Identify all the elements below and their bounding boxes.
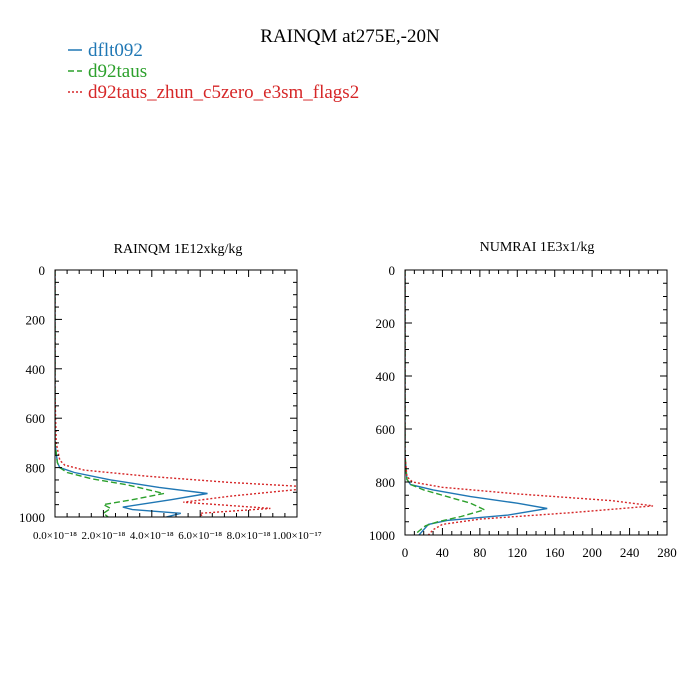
x-tick-label: 0 (402, 545, 409, 560)
panel-title: NUMRAI 1E3x1/kg (480, 240, 595, 255)
x-tick-label: 160 (545, 545, 565, 560)
series-group (405, 270, 654, 535)
x-tick-label: 1.00×10⁻¹⁷ (272, 530, 322, 542)
figure-title: RAINQM at275E,-20N (260, 26, 440, 47)
x-tick-label: 240 (620, 545, 640, 560)
legend-item: dflt092 (68, 40, 143, 61)
x-tick-label: 80 (473, 545, 486, 560)
series-line-d92taus-zhun-c5zero-e3sm-flags2 (55, 270, 297, 517)
legend: dflt092d92tausd92taus_zhun_c5zero_e3sm_f… (68, 40, 359, 103)
y-tick-label: 1000 (19, 510, 45, 525)
y-tick-label: 200 (376, 316, 396, 331)
y-tick-label: 1000 (369, 528, 395, 543)
legend-label: dflt092 (88, 40, 143, 61)
series-line-d92taus (405, 270, 487, 535)
series-group (55, 270, 297, 517)
x-tick-label: 4.0×10⁻¹⁸ (130, 530, 174, 542)
y-tick-label: 600 (376, 422, 396, 437)
y-tick-label: 400 (26, 362, 46, 377)
x-tick-label: 8.0×10⁻¹⁸ (227, 530, 271, 542)
y-tick-label: 400 (376, 369, 396, 384)
legend-label: d92taus_zhun_c5zero_e3sm_flags2 (88, 82, 359, 103)
x-tick-label: 2.0×10⁻¹⁸ (81, 530, 125, 542)
y-tick-label: 800 (26, 461, 46, 476)
x-tick-label: 6.0×10⁻¹⁸ (178, 530, 222, 542)
numrai-panel: NUMRAI 1E3x1/kg 0 200 400 600 800 1000 0 40 80 120… (369, 240, 677, 560)
x-tick-label: 120 (508, 545, 528, 560)
y-tick-label: 200 (26, 312, 46, 327)
series-line-dflt092 (405, 270, 548, 535)
y-tick-label: 600 (26, 411, 46, 426)
y-tick-label: 0 (389, 263, 396, 278)
series-line-d92taus-zhun-c5zero-e3sm-flags2 (405, 270, 654, 535)
x-tick-label: 0.0×10⁻¹⁸ (33, 530, 77, 542)
x-tick-label: 40 (436, 545, 449, 560)
legend-label: d92taus (88, 61, 147, 82)
plot-frame (404, 269, 668, 536)
y-tick-label: 0 (39, 263, 46, 278)
panel-title: RAINQM 1E12xkg/kg (114, 242, 243, 257)
legend-item: d92taus (68, 61, 147, 82)
y-tick-label: 800 (376, 475, 396, 490)
legend-item: d92taus_zhun_c5zero_e3sm_flags2 (68, 82, 359, 103)
series-line-dflt092 (55, 270, 208, 517)
plot-frame (54, 269, 298, 518)
x-tick-label: 280 (657, 545, 677, 560)
x-tick-label: 200 (582, 545, 602, 560)
rainqm-panel: RAINQM 1E12xkg/kg 0 200 400 600 800 1000 0.0×10… (19, 242, 322, 542)
